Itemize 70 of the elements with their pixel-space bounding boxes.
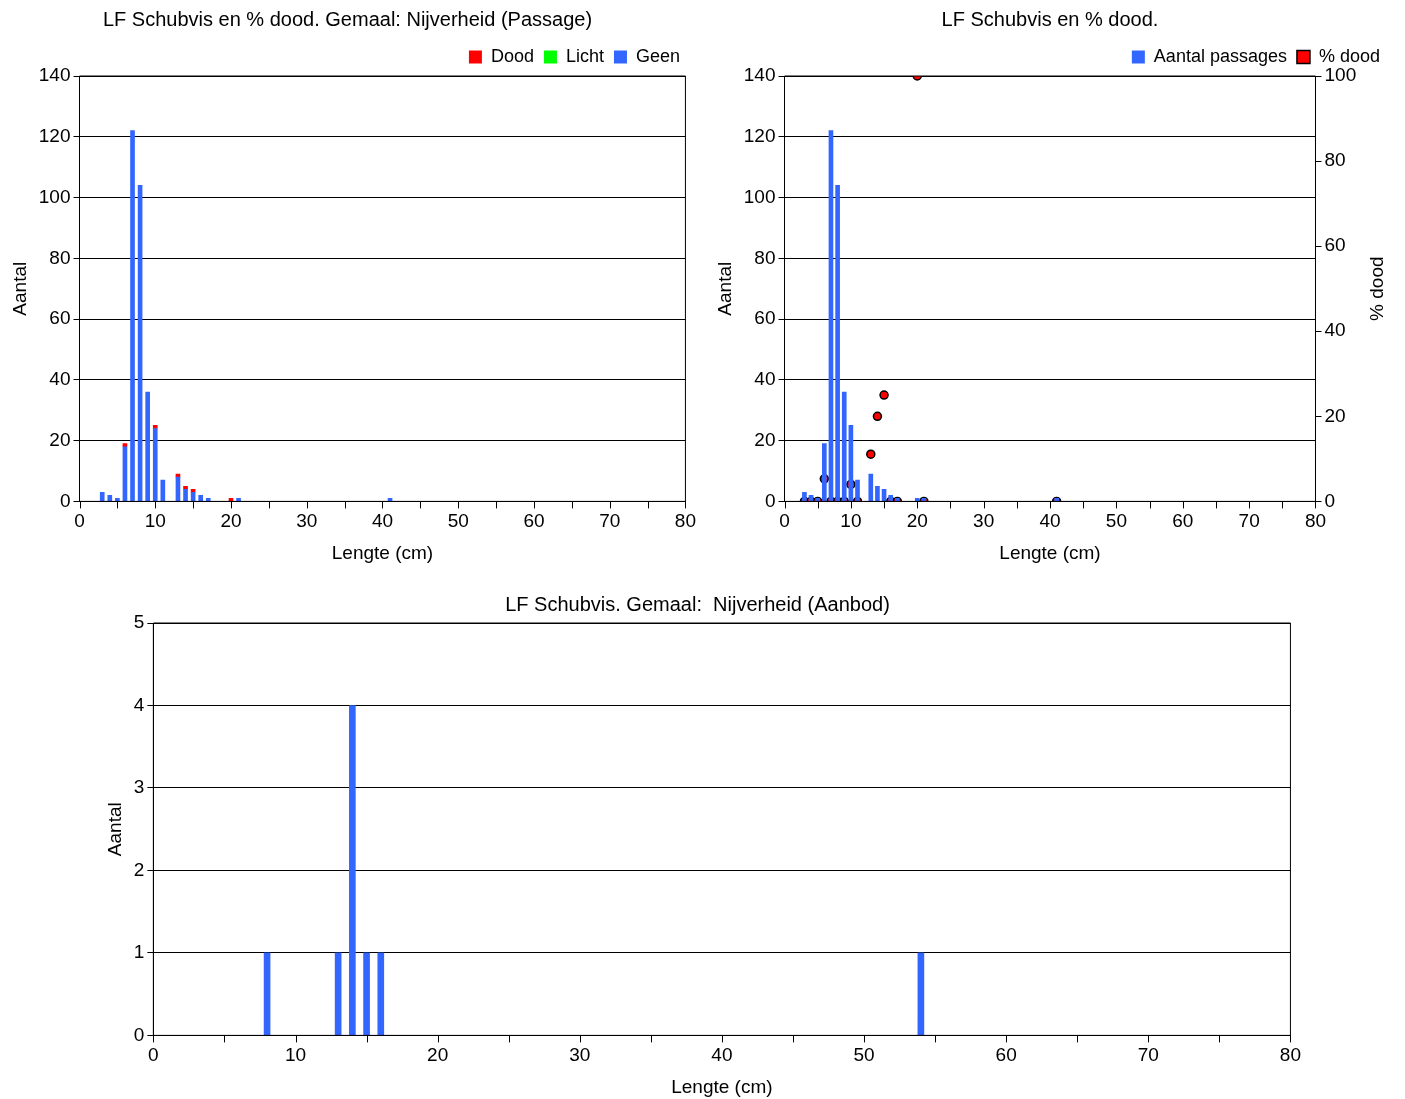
chart-title: LF Schubvis en % dood. xyxy=(941,7,1159,30)
x-tick-label: 0 xyxy=(148,1044,159,1066)
legend-label: Licht xyxy=(565,45,604,66)
x-tick-label: 0 xyxy=(779,510,790,532)
y-tick-label: 100 xyxy=(38,185,71,207)
y-tick-label: 20 xyxy=(754,428,776,450)
y-tick-label: 120 xyxy=(38,125,71,147)
chart-title: LF Schubvis. Gemaal: Nijverheid (Aanbod) xyxy=(505,592,890,615)
x-tick-label: 20 xyxy=(427,1044,449,1066)
x-axis-title: Lengte (cm) xyxy=(671,1075,773,1097)
x-tick-label: 60 xyxy=(995,1044,1017,1066)
y-tick-label: 2 xyxy=(133,858,145,880)
x-axis-title: Lengte (cm) xyxy=(331,541,434,563)
legend-label: % dood xyxy=(1318,45,1381,66)
y2-tick-label: 60 xyxy=(1324,234,1346,256)
x-tick-label: 30 xyxy=(569,1044,591,1066)
x-tick-label: 70 xyxy=(599,510,621,532)
x-axis-title: Lengte (cm) xyxy=(999,541,1101,563)
x-tick-label: 70 xyxy=(1238,510,1260,532)
y-tick-label: 1 xyxy=(133,941,145,963)
x-tick-label: 20 xyxy=(906,510,928,532)
y2-tick-label: 100 xyxy=(1324,64,1357,86)
y-axis-title: Aantal xyxy=(713,261,735,316)
x-tick-label: 50 xyxy=(447,510,469,532)
x-tick-label: 40 xyxy=(1039,510,1061,532)
legend-label: Geen xyxy=(635,45,681,66)
y-tick-label: 140 xyxy=(743,64,776,86)
x-tick-label: 30 xyxy=(973,510,995,532)
x-tick-label: 10 xyxy=(284,1044,307,1066)
y-tick-label: 5 xyxy=(133,611,145,633)
x-tick-label: 10 xyxy=(840,510,862,532)
y-axis-title: Aantal xyxy=(8,261,30,316)
y-tick-label: 120 xyxy=(743,125,776,147)
x-tick-label: 40 xyxy=(711,1044,733,1066)
y2-tick-label: 20 xyxy=(1324,404,1346,426)
x-tick-label: 50 xyxy=(1105,510,1127,532)
y2-tick-label: 40 xyxy=(1324,319,1346,341)
y-tick-label: 0 xyxy=(133,1023,145,1045)
y-tick-label: 100 xyxy=(743,185,776,207)
y-tick-label: 0 xyxy=(764,489,776,511)
y-tick-label: 40 xyxy=(49,368,71,390)
y-tick-label: 60 xyxy=(754,307,776,329)
y2-tick-label: 80 xyxy=(1324,149,1346,171)
x-tick-label: 80 xyxy=(674,510,696,532)
x-tick-label: 20 xyxy=(220,510,242,532)
legend-label: Aantal passages xyxy=(1153,45,1287,66)
x-tick-label: 80 xyxy=(1304,510,1327,532)
x-tick-label: 60 xyxy=(523,510,545,532)
x-tick-label: 50 xyxy=(853,1044,875,1066)
y-axis-title: Aantal xyxy=(103,802,125,857)
chart-title: LF Schubvis en % dood. Gemaal: Nijverheid (Passage) xyxy=(102,7,593,30)
y-tick-label: 60 xyxy=(49,307,71,329)
x-tick-label: 80 xyxy=(1279,1044,1301,1066)
x-tick-label: 10 xyxy=(144,510,166,532)
y-tick-label: 40 xyxy=(754,368,776,390)
y2-axis-title: % dood xyxy=(1366,256,1388,321)
y-tick-label: 80 xyxy=(754,246,776,268)
y-tick-label: 3 xyxy=(133,776,145,798)
legend-label: Dood xyxy=(490,45,534,66)
x-tick-label: 70 xyxy=(1137,1044,1159,1066)
y-tick-label: 0 xyxy=(59,489,71,511)
x-tick-label: 0 xyxy=(74,510,85,532)
y-tick-label: 80 xyxy=(49,246,71,268)
y2-tick-label: 0 xyxy=(1324,489,1336,511)
x-tick-label: 60 xyxy=(1172,510,1194,532)
y-tick-label: 4 xyxy=(133,693,145,715)
y-tick-label: 20 xyxy=(49,428,71,450)
x-tick-label: 30 xyxy=(296,510,318,532)
y-tick-label: 140 xyxy=(38,64,71,86)
x-tick-label: 40 xyxy=(371,510,394,532)
